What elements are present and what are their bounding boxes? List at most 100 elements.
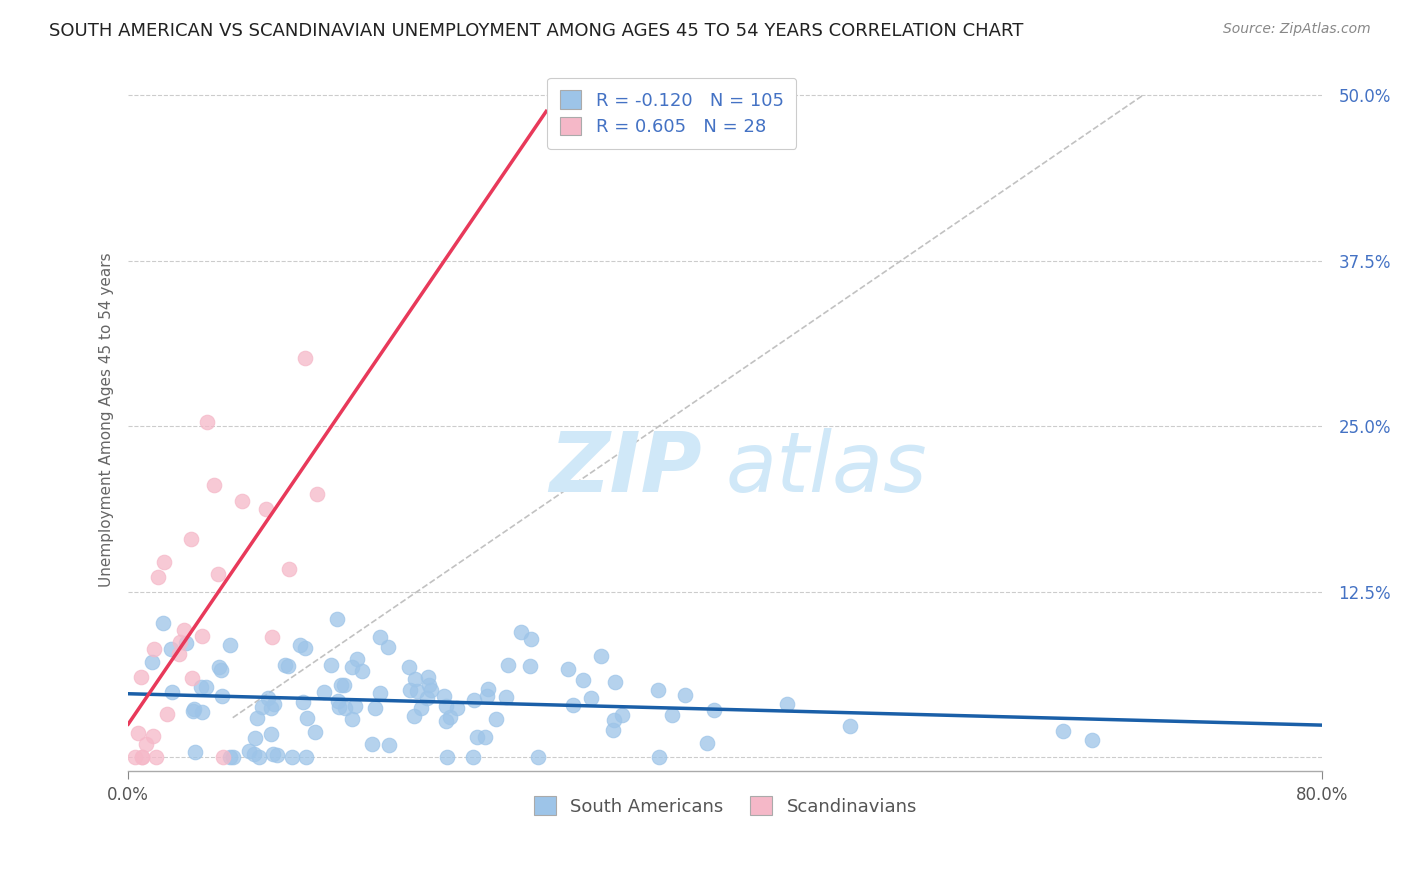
- Point: [288, 638, 311, 652]
- Point: [474, 730, 496, 744]
- Point: [330, 678, 353, 692]
- Point: [328, 700, 350, 714]
- Point: [208, 660, 231, 674]
- Point: [142, 729, 165, 743]
- Point: [416, 690, 439, 705]
- Point: [557, 662, 579, 676]
- Legend: South Americans, Scandinavians: South Americans, Scandinavians: [524, 788, 925, 825]
- Point: [589, 649, 612, 664]
- Point: [294, 640, 316, 655]
- Point: [346, 652, 368, 666]
- Point: [562, 698, 585, 713]
- Point: [1080, 732, 1102, 747]
- Point: [436, 750, 458, 764]
- Point: [243, 747, 266, 761]
- Point: [333, 678, 356, 692]
- Point: [195, 415, 218, 429]
- Point: [176, 636, 198, 650]
- Point: [416, 670, 439, 684]
- Point: [647, 682, 669, 697]
- Point: [305, 487, 328, 501]
- Point: [218, 750, 240, 764]
- Point: [246, 711, 269, 725]
- Point: [173, 624, 195, 638]
- Point: [370, 686, 392, 700]
- Text: ZIP: ZIP: [548, 428, 702, 509]
- Point: [496, 657, 519, 672]
- Point: [194, 680, 217, 694]
- Point: [368, 630, 391, 644]
- Point: [610, 707, 633, 722]
- Point: [260, 727, 283, 741]
- Point: [404, 672, 426, 686]
- Point: [129, 670, 152, 684]
- Point: [277, 658, 299, 673]
- Point: [510, 624, 533, 639]
- Point: [603, 675, 626, 690]
- Point: [294, 351, 316, 366]
- Point: [344, 698, 367, 713]
- Point: [183, 702, 205, 716]
- Point: [222, 750, 245, 764]
- Point: [319, 657, 342, 672]
- Point: [314, 684, 336, 698]
- Point: [243, 731, 266, 746]
- Point: [260, 701, 283, 715]
- Point: [463, 693, 485, 707]
- Point: [333, 701, 356, 715]
- Point: [326, 612, 349, 626]
- Point: [254, 502, 277, 516]
- Point: [495, 690, 517, 705]
- Point: [350, 664, 373, 678]
- Point: [181, 704, 204, 718]
- Point: [404, 709, 426, 723]
- Point: [378, 738, 401, 752]
- Point: [190, 705, 212, 719]
- Point: [434, 698, 457, 713]
- Point: [527, 750, 550, 764]
- Point: [297, 711, 319, 725]
- Point: [292, 695, 315, 709]
- Point: [602, 723, 624, 738]
- Point: [673, 688, 696, 702]
- Point: [180, 532, 202, 546]
- Point: [159, 642, 181, 657]
- Text: Source: ZipAtlas.com: Source: ZipAtlas.com: [1223, 22, 1371, 37]
- Point: [181, 671, 204, 685]
- Point: [183, 745, 205, 759]
- Point: [439, 710, 461, 724]
- Point: [124, 750, 146, 764]
- Point: [211, 750, 233, 764]
- Point: [342, 660, 364, 674]
- Point: [485, 712, 508, 726]
- Point: [579, 690, 602, 705]
- Point: [398, 659, 420, 673]
- Point: [360, 737, 382, 751]
- Point: [702, 703, 724, 717]
- Point: [647, 750, 669, 764]
- Point: [169, 635, 191, 649]
- Text: atlas: atlas: [725, 428, 927, 509]
- Point: [477, 681, 499, 696]
- Point: [266, 747, 288, 762]
- Point: [406, 684, 429, 698]
- Point: [238, 744, 260, 758]
- Point: [418, 678, 440, 692]
- Y-axis label: Unemployment Among Ages 45 to 54 years: Unemployment Among Ages 45 to 54 years: [100, 252, 114, 587]
- Point: [207, 567, 229, 582]
- Point: [211, 689, 233, 703]
- Point: [231, 494, 253, 508]
- Point: [162, 685, 184, 699]
- Point: [467, 730, 489, 744]
- Point: [274, 658, 297, 673]
- Point: [433, 690, 456, 704]
- Point: [342, 712, 364, 726]
- Point: [409, 701, 432, 715]
- Point: [167, 647, 190, 661]
- Point: [191, 629, 214, 643]
- Point: [295, 750, 318, 764]
- Point: [696, 736, 718, 750]
- Point: [776, 697, 799, 711]
- Point: [127, 726, 149, 740]
- Point: [202, 478, 225, 492]
